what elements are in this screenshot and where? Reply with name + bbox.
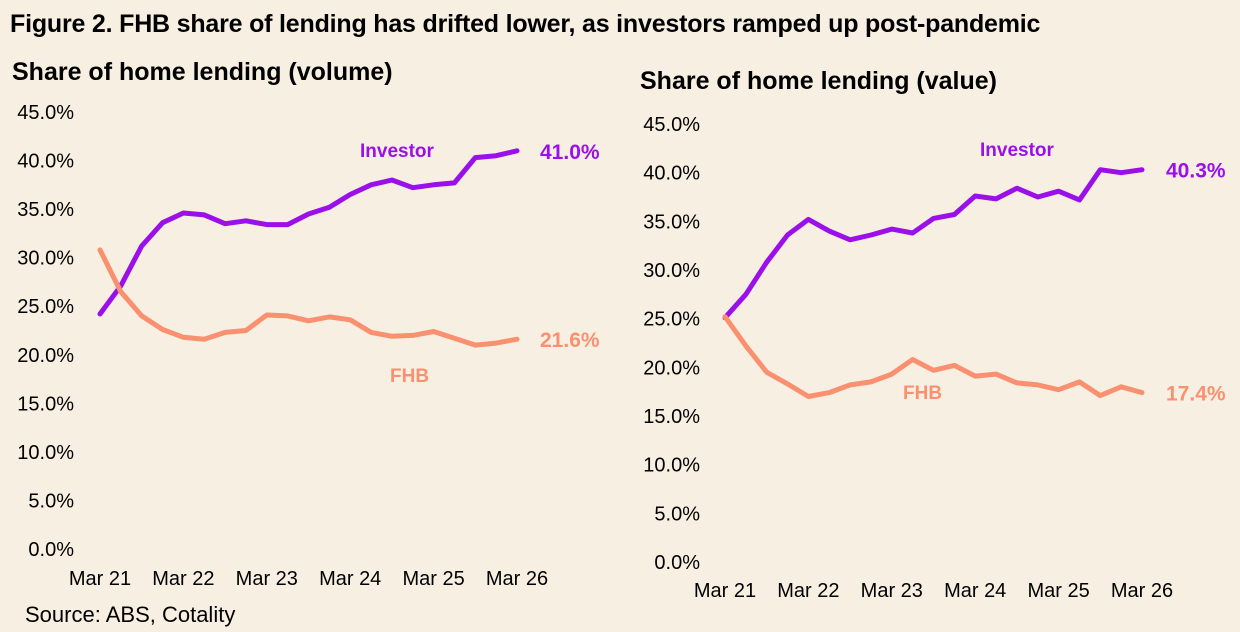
y-tick-label: 40.0% xyxy=(17,151,74,173)
y-tick-label: 5.0% xyxy=(654,503,700,525)
y-tick-label: 0.0% xyxy=(28,539,74,561)
y-tick-label: 25.0% xyxy=(17,296,74,318)
series-line-investor xyxy=(97,148,520,317)
y-tick-label: 40.0% xyxy=(643,163,700,185)
y-tick-label: 20.0% xyxy=(643,357,700,379)
end-value-label-investor: 41.0% xyxy=(540,141,600,164)
y-tick-label: 15.0% xyxy=(643,406,700,428)
x-tick-label: Mar 21 xyxy=(69,568,131,590)
end-value-label-fhb: 17.4% xyxy=(1166,383,1226,406)
chart-title: Share of home lending (volume) xyxy=(12,58,393,86)
x-tick-label: Mar 22 xyxy=(152,568,214,590)
y-tick-label: 35.0% xyxy=(643,211,700,233)
chart-title: Share of home lending (value) xyxy=(640,67,997,95)
x-tick-label: Mar 25 xyxy=(402,568,464,590)
y-tick-label: 10.0% xyxy=(643,455,700,477)
series-label-investor: Investor xyxy=(360,141,435,162)
figure-title: Figure 2. FHB share of lending has drift… xyxy=(10,10,1041,38)
y-tick-label: 20.0% xyxy=(17,345,74,367)
series-label-fhb: FHB xyxy=(903,383,942,404)
series-line-investor xyxy=(722,167,1145,321)
x-tick-label: Mar 25 xyxy=(1027,580,1089,602)
y-tick-label: 30.0% xyxy=(643,260,700,282)
source-note: Source: ABS, Cotality xyxy=(25,602,236,627)
series-label-investor: Investor xyxy=(980,140,1055,161)
y-tick-label: 25.0% xyxy=(643,309,700,331)
y-tick-label: 45.0% xyxy=(17,102,74,124)
y-tick-label: 5.0% xyxy=(28,490,74,512)
x-tick-label: Mar 21 xyxy=(694,580,756,602)
y-tick-label: 10.0% xyxy=(17,442,74,464)
x-tick-label: Mar 26 xyxy=(1111,580,1173,602)
x-tick-label: Mar 22 xyxy=(777,580,839,602)
x-tick-label: Mar 24 xyxy=(319,568,381,590)
end-value-label-investor: 40.3% xyxy=(1166,160,1226,183)
x-tick-label: Mar 26 xyxy=(486,568,548,590)
series-line-fhb xyxy=(97,247,520,348)
y-tick-label: 45.0% xyxy=(643,114,700,136)
end-value-label-fhb: 21.6% xyxy=(540,329,600,352)
y-tick-label: 35.0% xyxy=(17,199,74,221)
y-tick-label: 0.0% xyxy=(654,552,700,574)
series-label-fhb: FHB xyxy=(390,366,429,387)
x-tick-label: Mar 24 xyxy=(944,580,1006,602)
series-line-fhb xyxy=(722,314,1145,399)
x-tick-label: Mar 23 xyxy=(236,568,298,590)
y-tick-label: 15.0% xyxy=(17,393,74,415)
y-tick-label: 30.0% xyxy=(17,248,74,270)
x-tick-label: Mar 23 xyxy=(861,580,923,602)
